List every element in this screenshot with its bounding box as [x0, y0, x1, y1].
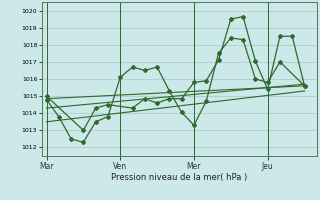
X-axis label: Pression niveau de la mer( hPa ): Pression niveau de la mer( hPa ) [111, 173, 247, 182]
